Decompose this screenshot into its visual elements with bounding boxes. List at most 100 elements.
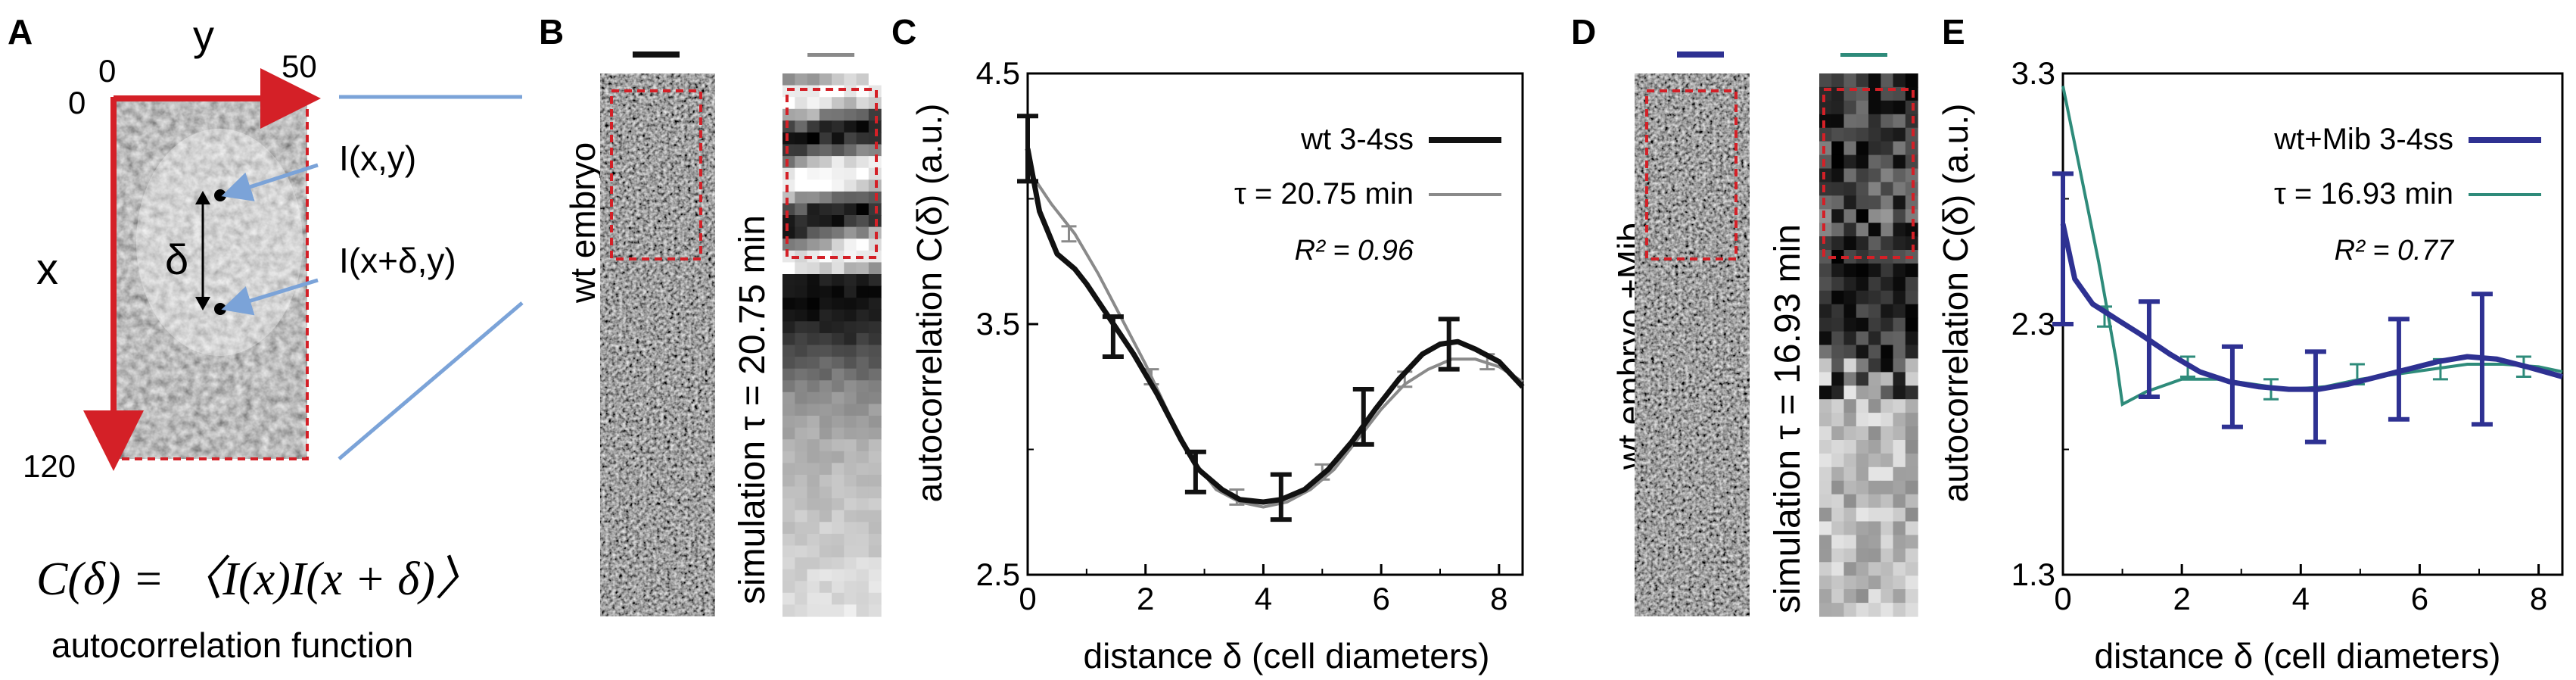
sim-pixel: [1868, 250, 1881, 264]
tick-y-50: 50: [282, 48, 317, 84]
sim-pixel: [844, 463, 857, 476]
scale-bar-sim-d: [1840, 53, 1887, 57]
sim-pixel: [1893, 494, 1906, 509]
sim-pixel: [807, 144, 820, 157]
sim-pixel: [795, 215, 808, 228]
sim-pixel: [844, 557, 857, 570]
sim-pixel: [1843, 209, 1857, 223]
sim-pixel: [868, 604, 882, 617]
sim-pixel: [856, 498, 870, 511]
sim-pixel: [782, 239, 795, 251]
sim-pixel: [1856, 372, 1869, 386]
sim-pixel: [819, 309, 832, 322]
panel-d: D wt embryo +Mib simulation τ = 16.93 mi…: [1571, 12, 1918, 617]
sim-pixel: [1893, 345, 1906, 359]
sim-pixel: [795, 250, 808, 263]
sim-pixel: [832, 427, 845, 440]
sim-pixel: [1905, 426, 1918, 441]
formula: C(δ) = 〈I(x)I(x + δ)〉: [36, 554, 482, 605]
roi-box-d: [1645, 89, 1738, 260]
sim-pixel: [856, 73, 870, 86]
sim-pixel: [832, 604, 845, 617]
sim-pixel: [795, 380, 808, 393]
sim-pixel: [844, 298, 857, 310]
y-tick-label: 4.5: [976, 55, 1020, 91]
sim-pixel: [782, 73, 795, 86]
sim-pixel: [795, 156, 808, 169]
sim-pixel: [1905, 372, 1918, 386]
sim-pixel: [807, 321, 820, 334]
sim-pixel: [1868, 453, 1881, 468]
sim-pixel: [795, 298, 808, 310]
sim-pixel: [1881, 440, 1894, 454]
sim-pixel: [868, 439, 882, 452]
sim-pixel: [1843, 331, 1857, 346]
sim-pixel: [832, 250, 845, 263]
sim-pixel: [795, 404, 808, 416]
sim-pixel: [844, 357, 857, 370]
point-1: [214, 189, 226, 201]
sim-pixel: [844, 108, 857, 121]
sim-pixel: [868, 416, 882, 429]
sim-pixel: [819, 156, 832, 169]
sim-pixel: [795, 309, 808, 322]
panel-letter-a: A: [8, 12, 33, 51]
sim-pixel: [1868, 276, 1881, 292]
sim-pixel: [819, 120, 832, 133]
sim-pixel: [1831, 195, 1845, 210]
sim-pixel: [782, 404, 795, 416]
sim-pixel: [807, 191, 820, 204]
sim-pixel: [1881, 345, 1894, 359]
sim-pixel: [1881, 195, 1894, 210]
sim-pixel: [807, 557, 820, 570]
sim-pixel: [819, 416, 832, 429]
sim-pixel: [1819, 236, 1832, 251]
sim-pixel: [856, 215, 870, 228]
sim-pixel: [1881, 507, 1894, 522]
sim-pixel: [807, 498, 820, 511]
sim-pixel: [1831, 209, 1845, 223]
sim-pixel: [1881, 168, 1894, 182]
sim-pixel: [844, 97, 857, 110]
sim-pixel: [868, 144, 882, 157]
sim-pixel: [1843, 603, 1857, 617]
sim-pixel: [832, 463, 845, 476]
panel-letter-b: B: [539, 12, 564, 51]
sim-image-b: [782, 73, 882, 617]
sim-pixel: [795, 97, 808, 110]
sim-pixel: [1856, 521, 1869, 535]
sim-pixel: [782, 510, 795, 522]
sim-pixel: [807, 475, 820, 488]
sim-pixel: [807, 73, 820, 86]
sim-pixel: [1831, 331, 1845, 346]
sim-pixel: [1905, 548, 1918, 563]
sim-pixel: [1819, 345, 1832, 359]
sim-pixel: [1905, 440, 1918, 454]
sim-pixel: [1868, 209, 1881, 223]
sim-pixel: [844, 132, 857, 145]
sim-pixel: [1905, 466, 1918, 482]
sim-pixel: [856, 486, 870, 499]
sim-pixel: [1905, 494, 1918, 509]
sim-pixel: [782, 427, 795, 440]
x-tick-label: 8: [2530, 581, 2547, 616]
sim-pixel: [1905, 413, 1918, 427]
sim-pixel: [819, 167, 832, 180]
delta-arrow-head-down: [195, 297, 210, 310]
sim-pixel: [795, 368, 808, 381]
sim-pixel: [868, 391, 882, 404]
sim-pixel: [1881, 223, 1894, 237]
sim-pixel: [1843, 535, 1857, 549]
sim-pixel: [1831, 562, 1845, 576]
sim-pixel: [1831, 264, 1845, 278]
sim-pixel: [782, 97, 795, 110]
sim-pixel: [1868, 548, 1881, 563]
sim-pixel: [832, 226, 845, 239]
sim-pixel: [1893, 480, 1906, 495]
sim-pixel: [1831, 358, 1845, 373]
sim-label-d: simulation τ = 16.93 min: [1768, 224, 1808, 613]
sim-pixel: [807, 380, 820, 393]
sim-pixel: [1843, 317, 1857, 332]
sim-pixel: [1881, 399, 1894, 413]
sim-pixel: [1868, 358, 1881, 373]
